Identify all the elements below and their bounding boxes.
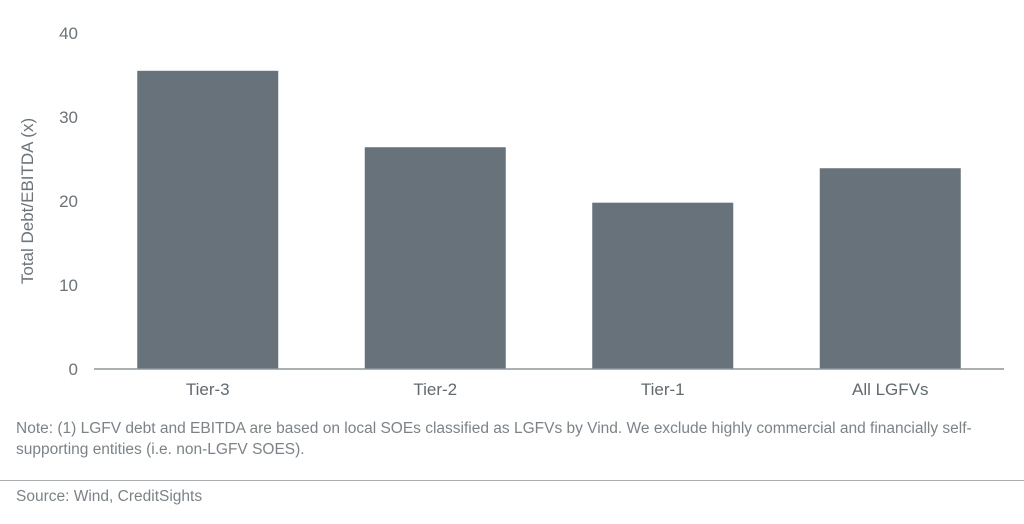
bar-tier-1 — [592, 202, 734, 369]
bar-tier-2 — [364, 147, 506, 369]
bars — [137, 70, 961, 370]
x-category-label: Tier-1 — [641, 380, 685, 399]
y-axis-ticks: 0 10 20 30 40 — [59, 24, 78, 379]
x-axis-categories: Tier-3 Tier-2 Tier-1 All LGFVs — [186, 380, 929, 399]
x-category-label: All LGFVs — [852, 380, 929, 399]
source-note: Source: Wind, CreditSights — [16, 488, 203, 505]
y-tick-label: 10 — [59, 276, 78, 295]
x-category-label: Tier-2 — [413, 380, 457, 399]
bar-all-lgfvs — [819, 168, 961, 369]
divider — [0, 480, 1024, 481]
y-tick-label: 0 — [69, 360, 78, 379]
chart-note: Note: (1) LGFV debt and EBITDA are based… — [16, 420, 972, 458]
y-tick-label: 20 — [59, 192, 78, 211]
x-category-label: Tier-3 — [186, 380, 230, 399]
y-axis-label: Total Debt/EBITDA (x) — [18, 118, 37, 284]
bar-chart: 0 10 20 30 40 Tier-3 Tier-2 Tier-1 All LGFVs To… — [18, 24, 1004, 399]
y-tick-label: 30 — [59, 108, 78, 127]
y-tick-label: 40 — [59, 24, 78, 43]
bar-tier-3 — [137, 70, 279, 370]
